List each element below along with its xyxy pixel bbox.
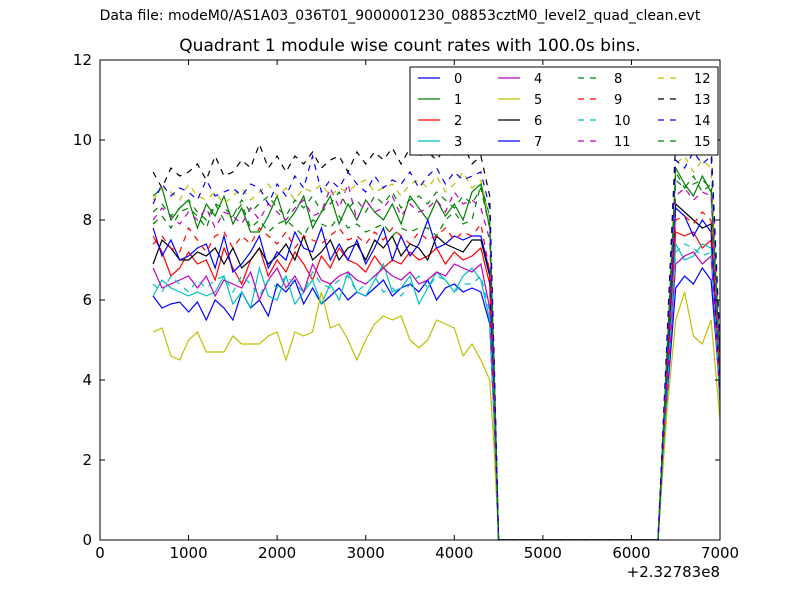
figure-suptitle: Data file: modeM0/AS1A03_036T01_90000012…: [99, 8, 701, 24]
x-tick-label: 1000: [169, 544, 207, 562]
series-line-1: [152, 165, 720, 540]
y-tick-label: 6: [82, 291, 92, 309]
legend-label-7: 7: [534, 135, 542, 150]
y-tick-label: 2: [82, 451, 92, 469]
legend-label-2: 2: [454, 114, 462, 129]
series-line-5: [152, 291, 720, 540]
legend-label-14: 14: [694, 114, 711, 129]
series-line-6: [152, 202, 720, 540]
series-line-2: [152, 231, 720, 540]
y-tick-label: 8: [82, 211, 92, 229]
series-line-7: [152, 206, 720, 540]
x-axis-offset-label: +2.32783e8: [626, 563, 720, 581]
x-tick-label: 3000: [347, 544, 385, 562]
legend-label-6: 6: [534, 114, 542, 129]
legend-label-15: 15: [694, 135, 711, 150]
legend-label-10: 10: [614, 114, 631, 129]
series-line-15: [152, 174, 720, 540]
series-line-4: [152, 251, 720, 540]
legend-label-12: 12: [694, 72, 711, 87]
y-tick-label: 4: [82, 371, 92, 389]
legend-label-0: 0: [454, 72, 462, 87]
y-tick-label: 0: [82, 531, 92, 549]
legend-label-4: 4: [534, 72, 542, 87]
legend-label-1: 1: [454, 93, 462, 108]
series-line-3: [152, 241, 720, 540]
series-line-0: [152, 266, 720, 540]
y-tick-label: 12: [73, 51, 92, 69]
y-tick-label: 10: [73, 131, 92, 149]
chart-title: Quadrant 1 module wise count rates with …: [179, 36, 641, 56]
series-line-8: [152, 169, 720, 540]
legend-label-9: 9: [614, 93, 622, 108]
x-tick-label: 5000: [524, 544, 562, 562]
x-tick-label: 2000: [258, 544, 296, 562]
series-line-10: [152, 243, 720, 540]
legend-label-8: 8: [614, 72, 622, 87]
series-line-14: [152, 150, 720, 540]
x-tick-label: 4000: [435, 544, 473, 562]
x-tick-label: 0: [95, 544, 105, 562]
legend-label-13: 13: [694, 93, 711, 108]
legend-label-3: 3: [454, 135, 462, 150]
series-layer: [152, 131, 720, 540]
legend-box: [409, 66, 719, 156]
legend-label-5: 5: [534, 93, 542, 108]
legend-label-11: 11: [614, 135, 631, 150]
x-tick-label: 7000: [701, 544, 739, 562]
x-tick-label: 6000: [612, 544, 650, 562]
